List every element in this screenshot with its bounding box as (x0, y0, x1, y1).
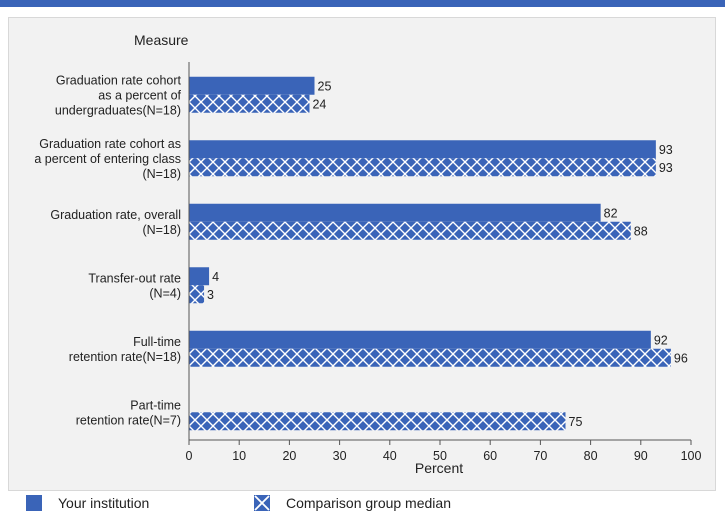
x-tick-label: 70 (533, 449, 547, 463)
data-label: 93 (659, 143, 673, 157)
category-label: Graduation rate, overall (N=18) (50, 208, 181, 237)
x-tick-label: 0 (186, 449, 193, 463)
data-label: 88 (634, 224, 648, 238)
data-label: 24 (312, 97, 326, 111)
legend-label-your-institution: Your institution (58, 495, 150, 511)
bar-your-institution (189, 267, 210, 286)
bar-your-institution (189, 203, 601, 222)
y-axis-title: Measure (134, 32, 189, 48)
x-axis-title: Percent (415, 460, 463, 476)
x-tick-label: 90 (634, 449, 648, 463)
bars-group: 25 24 93 93 82 88 4 3 92 96 75 (189, 76, 688, 431)
x-tick-label: 30 (333, 449, 347, 463)
data-label: 3 (207, 288, 214, 302)
data-label: 75 (569, 415, 583, 429)
category-label: Part-time retention rate(N=7) (76, 398, 181, 427)
x-axis: 0 10 20 30 40 50 60 70 80 90 100 (186, 62, 702, 463)
category-labels: Graduation rate cohort as a percent of und… (34, 73, 181, 427)
category-label: Transfer-out rate (N=4) (88, 271, 181, 300)
data-label: 92 (654, 333, 668, 347)
data-label: 96 (674, 351, 688, 365)
legend-label-comparison-median: Comparison group median (286, 495, 451, 511)
solid-swatch (26, 495, 42, 511)
bar-comparison-median (189, 158, 656, 177)
bar-comparison-median (189, 412, 566, 431)
category-label: Graduation rate cohort as a percent of und… (55, 73, 182, 117)
crosshatch-swatch (254, 495, 270, 511)
bar-comparison-median (189, 285, 205, 304)
bar-comparison-median (189, 221, 631, 240)
category-label: Full-time retention rate(N=18) (69, 335, 181, 364)
category-label: Graduation rate cohort as a percent of en… (34, 137, 181, 181)
bar-your-institution (189, 330, 651, 349)
top-accent-bar (0, 0, 725, 7)
data-label: 82 (604, 206, 618, 220)
data-label: 25 (318, 79, 332, 93)
x-tick-label: 20 (282, 449, 296, 463)
bar-your-institution (189, 140, 656, 159)
x-tick-label: 80 (584, 449, 598, 463)
bar-comparison-median (189, 94, 310, 113)
x-tick-label: 60 (483, 449, 497, 463)
x-tick-label: 40 (383, 449, 397, 463)
x-tick-label: 100 (681, 449, 702, 463)
chart-panel: Measure Graduation rate cohort as a perce… (8, 17, 716, 491)
data-label: 93 (659, 161, 673, 175)
bar-your-institution (189, 76, 315, 95)
x-tick-label: 10 (232, 449, 246, 463)
x-tick-label: 50 (433, 449, 447, 463)
data-label: 4 (212, 270, 219, 284)
legend-item-your-institution: Your institution (26, 494, 149, 512)
bar-comparison-median (189, 348, 671, 367)
legend: Your institution Comparison group median (0, 492, 725, 514)
bar-chart: Measure Graduation rate cohort as a perce… (34, 32, 702, 476)
legend-item-comparison-median: Comparison group median (254, 494, 451, 512)
